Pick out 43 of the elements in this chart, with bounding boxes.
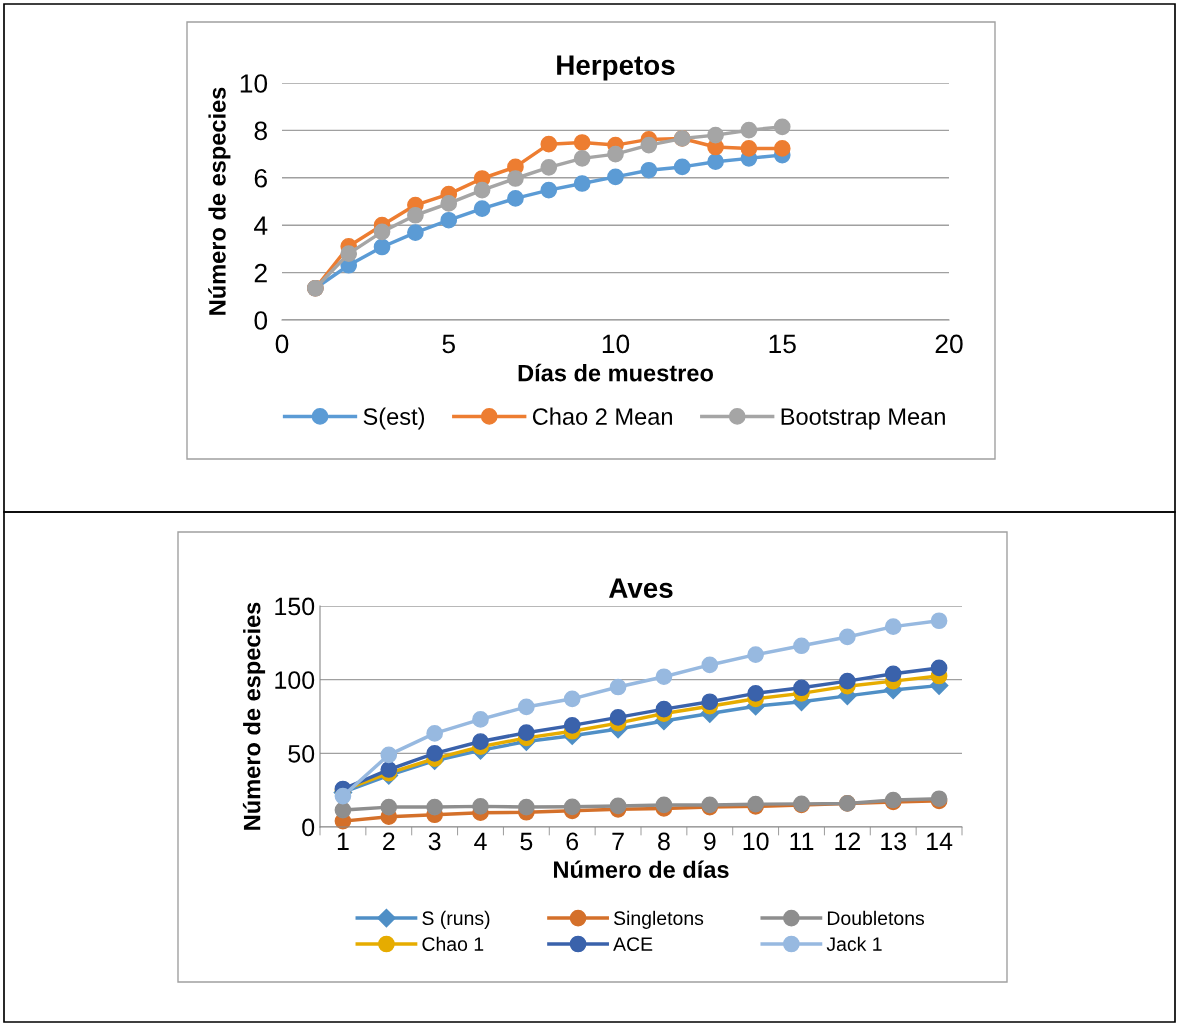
x-tick-label: 1 <box>337 832 349 850</box>
y-tick-label: 0 <box>302 818 315 837</box>
x-tick-label: 7 <box>612 832 624 850</box>
legend-label: Singletons <box>613 910 704 929</box>
x-tick-label: 20 <box>935 334 963 354</box>
x-tick-label: 4 <box>474 832 487 850</box>
x-tick-label: 13 <box>881 832 907 851</box>
y-tick-label: 4 <box>254 216 268 235</box>
x-tick-label: 10 <box>743 832 769 851</box>
x-tick-label: 12 <box>835 832 861 850</box>
x-tick-label: 11 <box>790 832 814 850</box>
legend-label: S (runs) <box>422 910 490 929</box>
y-axis-title: Número de especies <box>208 87 231 315</box>
x-axis-title: Días de muestreo <box>518 363 713 382</box>
legend-label: Doubletons <box>827 910 925 926</box>
x-tick-label: 6 <box>566 832 579 851</box>
y-tick-label: 100 <box>275 671 315 689</box>
y-tick-label: 150 <box>275 597 315 616</box>
legend-label: Chao 1 <box>422 936 484 951</box>
y-tick-label: 50 <box>288 744 315 763</box>
chart-title: Herpetos <box>557 55 675 81</box>
x-tick-label: 14 <box>927 832 953 850</box>
x-axis-title: Número de días <box>554 860 729 879</box>
x-tick-label: 10 <box>602 334 630 354</box>
x-tick-label: 9 <box>704 832 716 851</box>
legend-label: Bootstrap Mean <box>781 408 945 430</box>
y-tick-label: 0 <box>254 311 268 330</box>
x-tick-label: 5 <box>442 334 455 354</box>
y-tick-label: 2 <box>254 263 267 283</box>
legend-label: ACE <box>613 937 653 951</box>
y-axis-title: Número de especies <box>242 602 266 830</box>
x-tick-label: 2 <box>383 832 395 850</box>
legend-label: Chao 2 Mean <box>532 407 672 425</box>
legend-label: Jack 1 <box>826 936 882 951</box>
chart-title: Aves <box>609 578 673 598</box>
y-tick-label: 6 <box>254 168 267 188</box>
x-tick-label: 15 <box>769 334 796 354</box>
x-tick-label: 8 <box>658 832 670 851</box>
x-tick-label: 5 <box>520 832 533 851</box>
y-tick-label: 10 <box>240 74 268 93</box>
x-tick-label: 3 <box>428 832 441 851</box>
legend-label: S(est) <box>363 407 425 430</box>
y-tick-label: 8 <box>254 121 267 141</box>
